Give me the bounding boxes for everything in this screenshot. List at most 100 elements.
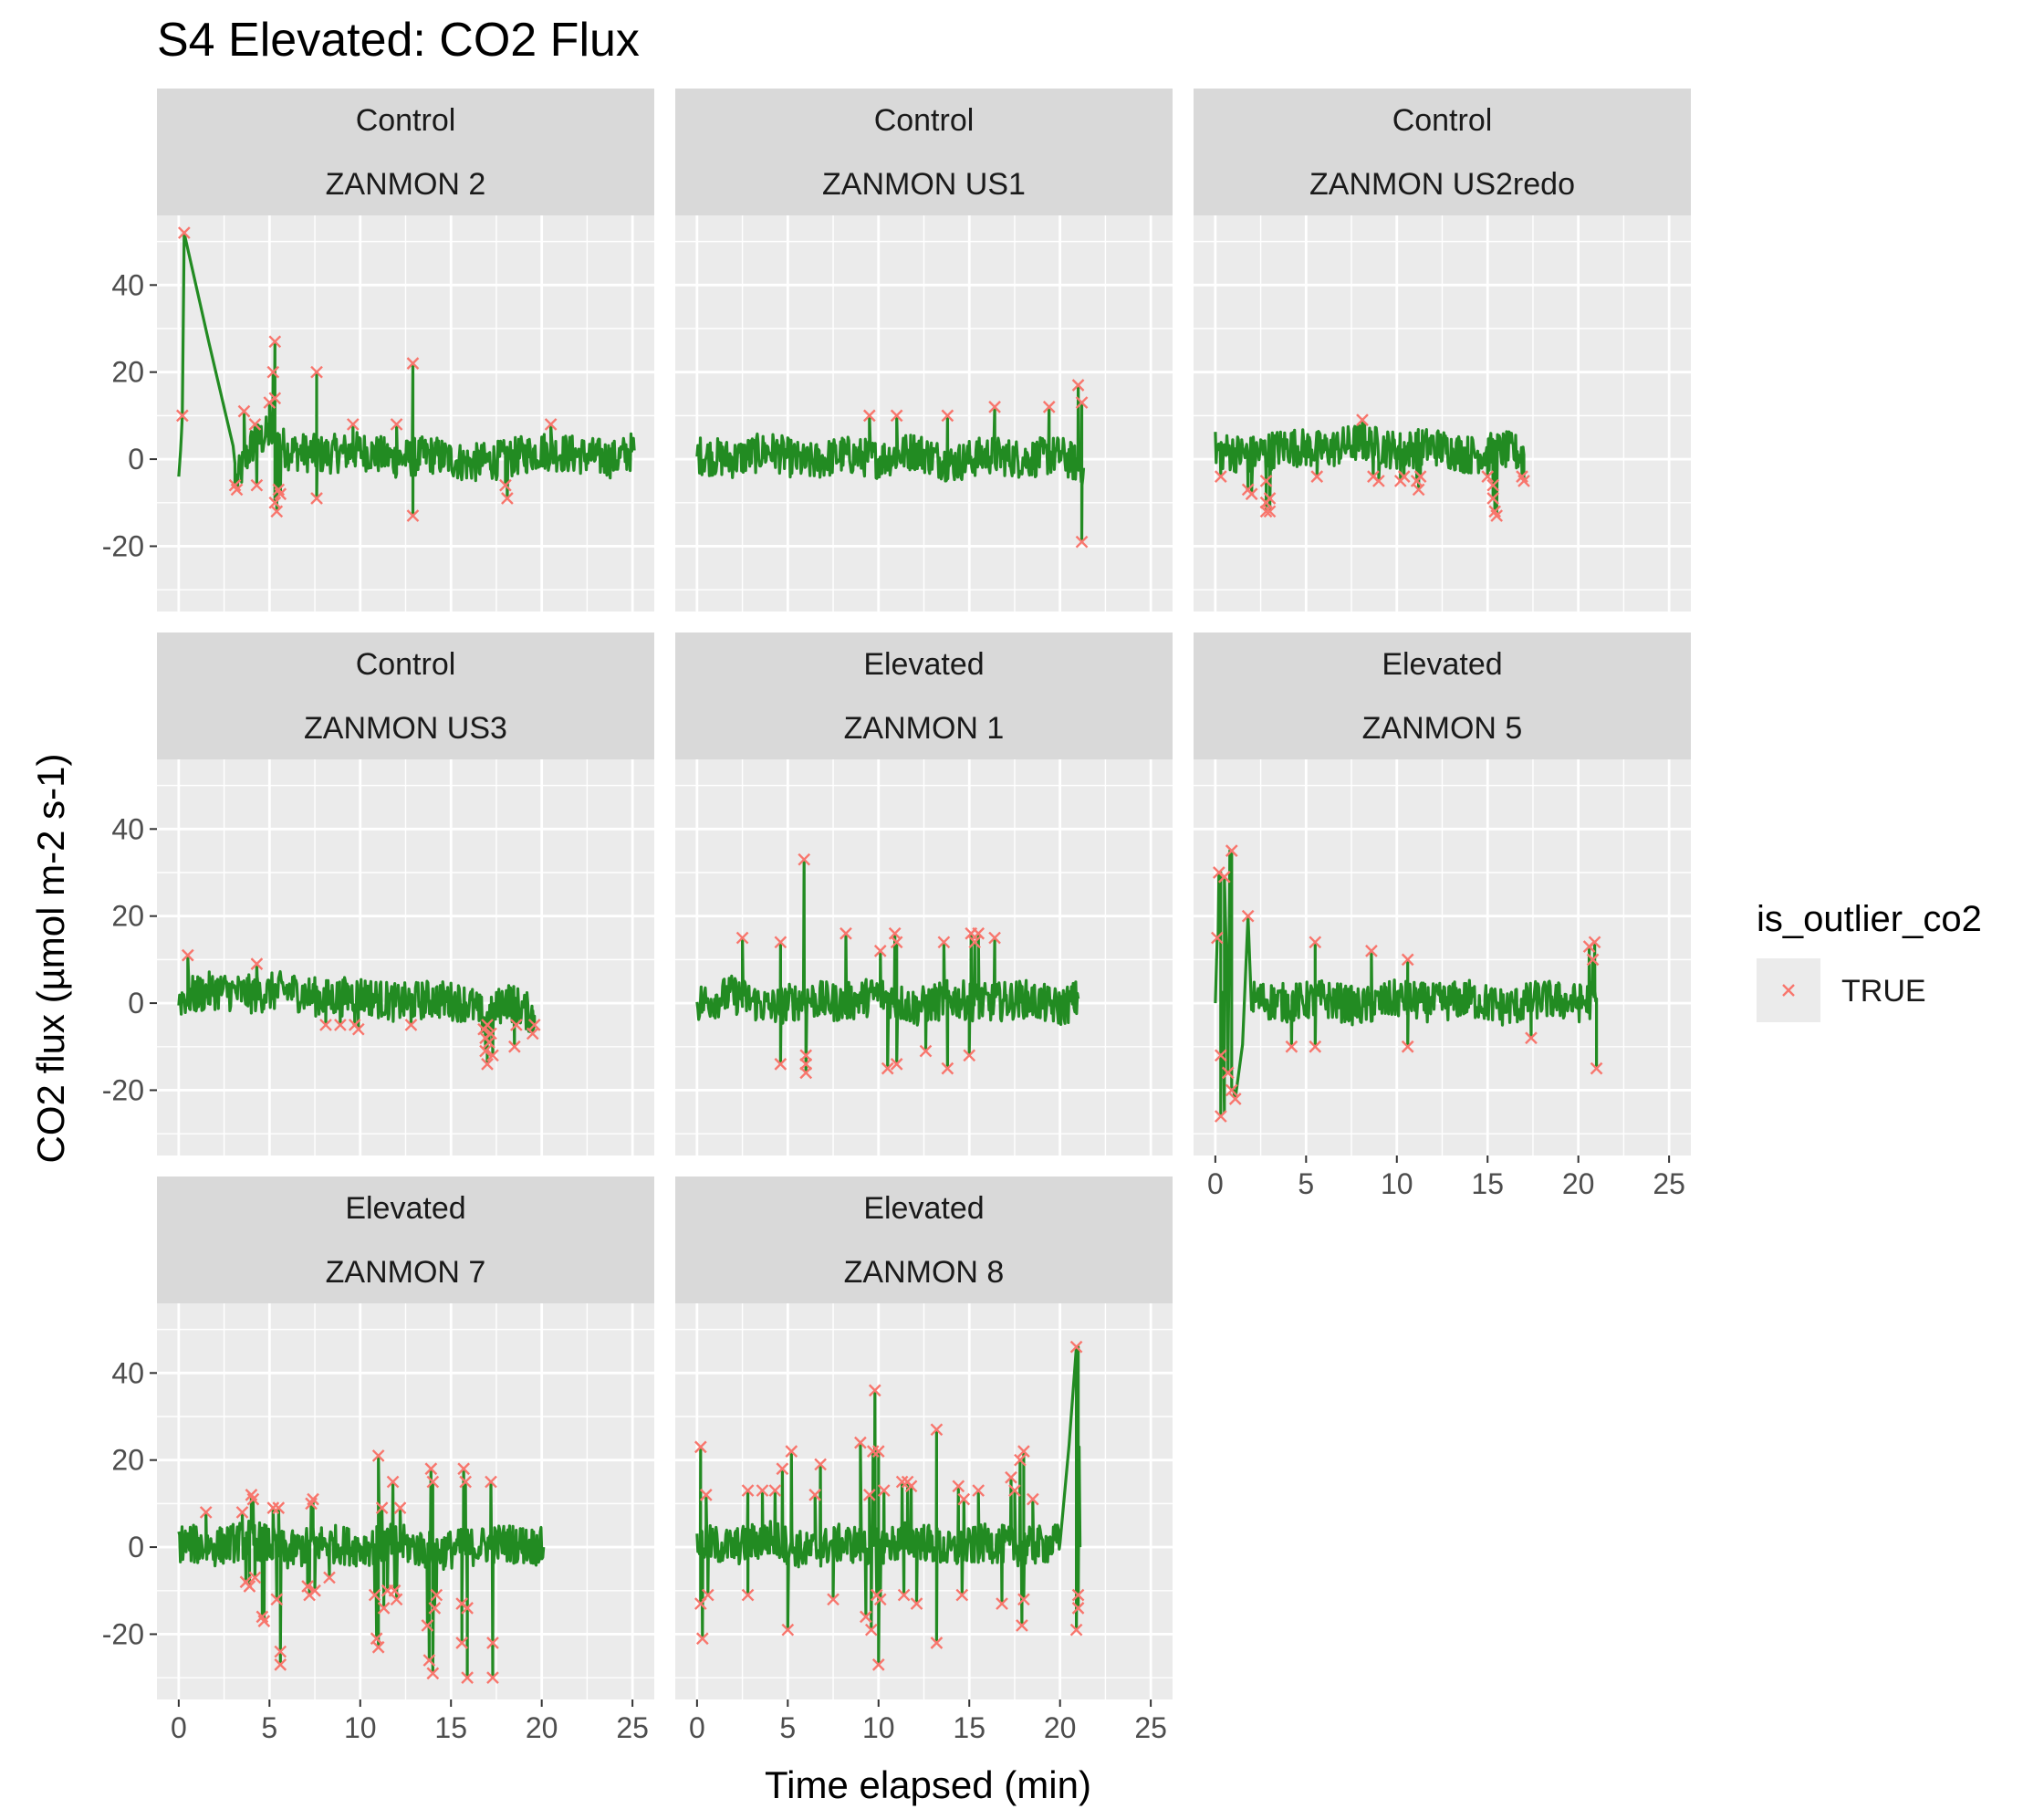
outlier-point bbox=[890, 409, 903, 423]
outlier-point bbox=[963, 1049, 976, 1062]
outlier-point bbox=[274, 487, 287, 501]
outlier-point bbox=[741, 1484, 755, 1497]
outlier-point bbox=[1214, 470, 1227, 484]
legend-title: is_outlier_co2 bbox=[1757, 899, 1982, 939]
legend: is_outlier_co2 TRUE bbox=[1757, 899, 1982, 1022]
outlier-point bbox=[248, 418, 262, 431]
outlier-point bbox=[968, 936, 982, 949]
outlier-point bbox=[781, 1623, 795, 1636]
outlier-point bbox=[1008, 1484, 1021, 1497]
outlier-point bbox=[941, 409, 954, 423]
series-line bbox=[695, 383, 1086, 544]
outlier-point bbox=[1069, 1623, 1083, 1636]
strip-label-group: Control bbox=[874, 103, 975, 138]
outlier-point bbox=[890, 1058, 903, 1071]
facet-panel: Control ZANMON 2 -20 0 20 40 bbox=[102, 89, 654, 612]
outlier-point bbox=[426, 1475, 440, 1489]
outlier-point bbox=[866, 1445, 880, 1458]
outlier-point bbox=[1228, 1093, 1242, 1105]
outlier-point bbox=[1365, 945, 1378, 957]
outlier-point bbox=[699, 1489, 713, 1501]
outlier-point bbox=[930, 1636, 944, 1649]
strip-label-site: ZANMON 8 bbox=[844, 1255, 1005, 1290]
y-tick-label: 40 bbox=[111, 268, 144, 301]
outlier-point bbox=[1259, 475, 1273, 487]
outlier-point bbox=[1225, 1083, 1238, 1097]
series-line bbox=[177, 1454, 546, 1679]
outlier-point bbox=[1309, 1040, 1322, 1053]
outlier-point bbox=[1016, 1619, 1028, 1632]
outlier-point bbox=[268, 335, 282, 349]
y-tick-label: -20 bbox=[102, 1617, 144, 1650]
outlier-point bbox=[351, 1022, 365, 1036]
facet-strip bbox=[675, 89, 1173, 215]
series-line bbox=[177, 231, 636, 518]
outlier-point bbox=[972, 1484, 986, 1497]
outlier-point bbox=[774, 1058, 787, 1071]
outlier-point bbox=[422, 1654, 436, 1667]
x-tick-label: 10 bbox=[344, 1711, 377, 1744]
x-tick-label: 25 bbox=[1134, 1711, 1167, 1744]
facet-panel: Elevated ZANMON 5 0 5 10 15 20 25 bbox=[1194, 633, 1691, 1200]
outlier-point bbox=[996, 1597, 1008, 1610]
outlier-point bbox=[1071, 1602, 1085, 1615]
x-tick-label: 15 bbox=[434, 1711, 467, 1744]
legend-marker bbox=[1782, 984, 1795, 997]
outlier-point bbox=[486, 1049, 499, 1062]
x-tick-label: 0 bbox=[689, 1711, 705, 1744]
outlier-point bbox=[485, 1475, 497, 1489]
facet-strip bbox=[157, 89, 654, 215]
outlier-point bbox=[426, 1667, 440, 1680]
outlier-point bbox=[319, 1019, 332, 1031]
outlier-point bbox=[988, 400, 1001, 413]
y-axis-title: CO2 flux (µmol m-2 s-1) bbox=[29, 754, 72, 1164]
y-tick-label: 20 bbox=[111, 900, 144, 933]
outlier-point bbox=[1075, 396, 1089, 409]
outlier-point bbox=[268, 392, 282, 405]
facet-strip bbox=[1194, 633, 1691, 759]
y-tick-label: 40 bbox=[111, 1356, 144, 1389]
outlier-point bbox=[910, 1597, 923, 1610]
outlier-point bbox=[406, 357, 420, 371]
outlier-point bbox=[308, 1584, 321, 1597]
x-tick-label: 25 bbox=[1653, 1167, 1685, 1200]
strip-label-site: ZANMON US1 bbox=[822, 167, 1026, 202]
strip-label-site: ZANMON 1 bbox=[844, 711, 1005, 746]
outlier-point bbox=[1014, 1453, 1027, 1467]
outlier-point bbox=[1397, 470, 1411, 484]
outlier-point bbox=[1005, 1470, 1017, 1484]
outlier-point bbox=[274, 1645, 287, 1658]
outlier-point bbox=[1075, 535, 1089, 549]
outlier-point bbox=[544, 418, 558, 431]
x-tick-label: 10 bbox=[862, 1711, 895, 1744]
outlier-point bbox=[248, 1571, 262, 1584]
outlier-point bbox=[1017, 1593, 1030, 1606]
facet-panel: Elevated ZANMON 1 bbox=[675, 633, 1173, 1155]
outlier-point bbox=[430, 1588, 443, 1602]
strip-label-group: Elevated bbox=[863, 647, 984, 682]
outlier-point bbox=[346, 418, 360, 431]
strip-label-site: ZANMON US3 bbox=[304, 711, 507, 746]
strip-label-group: Control bbox=[356, 647, 456, 682]
y-tick-label: 0 bbox=[128, 987, 144, 1020]
outlier-point bbox=[371, 1449, 385, 1462]
outlier-point bbox=[428, 1602, 442, 1615]
outlier-point bbox=[266, 365, 280, 379]
series-line bbox=[695, 1345, 1082, 1667]
strip-label-site: ZANMON 7 bbox=[326, 1255, 486, 1290]
outlier-point bbox=[461, 1602, 474, 1615]
y-tick-label: -20 bbox=[102, 1073, 144, 1106]
strip-label-site: ZANMON 5 bbox=[1362, 711, 1523, 746]
facet-panel: Control ZANMON US1 bbox=[675, 89, 1173, 612]
outlier-point bbox=[527, 1019, 541, 1031]
outlier-point bbox=[307, 1492, 319, 1506]
outlier-point bbox=[904, 1480, 918, 1493]
strip-label-site: ZANMON US2redo bbox=[1309, 167, 1575, 202]
outlier-point bbox=[368, 1588, 381, 1602]
outlier-point bbox=[457, 1462, 470, 1476]
outlier-point bbox=[988, 931, 1001, 945]
outlier-point bbox=[1026, 1492, 1039, 1506]
outlier-point bbox=[1486, 492, 1500, 505]
outlier-point bbox=[377, 1602, 391, 1615]
